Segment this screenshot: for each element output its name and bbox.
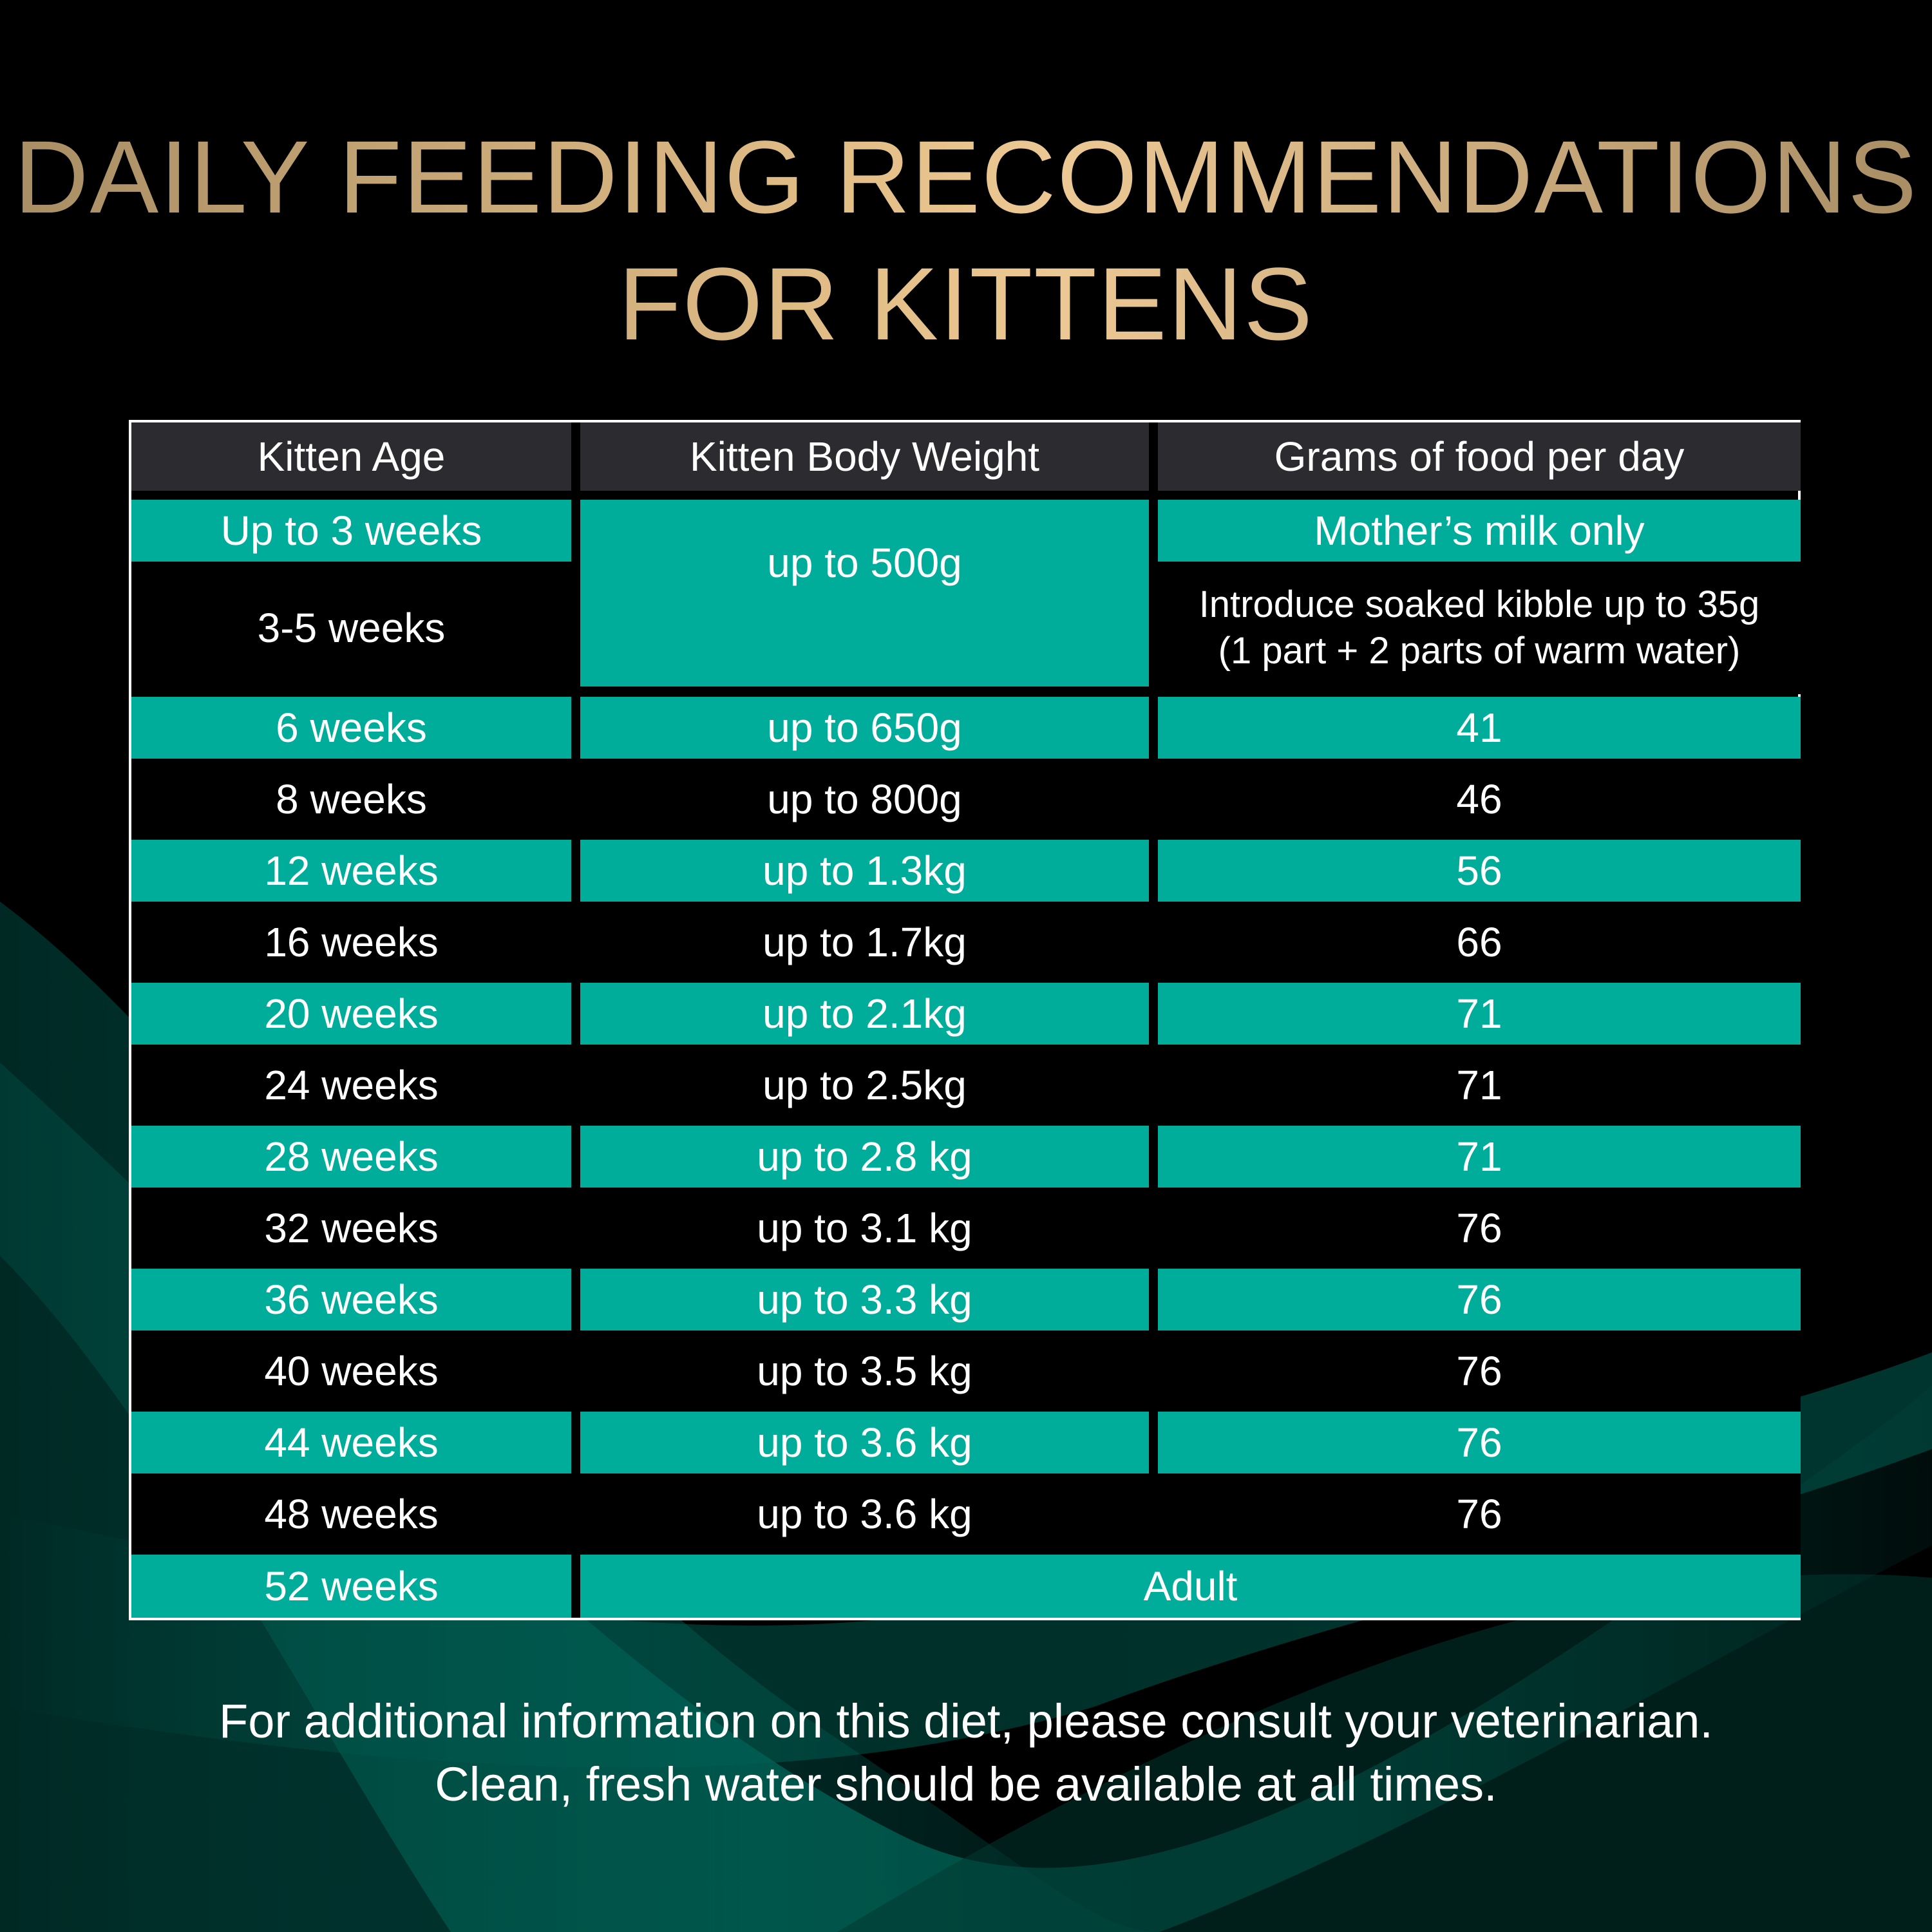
cell-grams-3-5-weeks: Introduce soaked kibble up to 35g (1 par… — [1158, 562, 1801, 694]
cell-weight-16-weeks: up to 1.7kg — [580, 902, 1149, 983]
cell-age-up-to-3-weeks: Up to 3 weeks — [131, 500, 571, 562]
cell-age-48-weeks: 48 weeks — [131, 1473, 571, 1555]
cell-grams-12-weeks: 56 — [1158, 840, 1801, 902]
cell-grams-16-weeks: 66 — [1158, 902, 1801, 983]
cell-adult: Adult — [580, 1555, 1801, 1618]
cell-weight-6-weeks: up to 650g — [580, 697, 1149, 759]
cell-grams-6-weeks: 41 — [1158, 697, 1801, 759]
cell-weight-24-weeks: up to 2.5kg — [580, 1045, 1149, 1126]
cell-grams-36-weeks: 76 — [1158, 1269, 1801, 1331]
cell-age-32-weeks: 32 weeks — [131, 1188, 571, 1269]
cell-age-12-weeks: 12 weeks — [131, 840, 571, 902]
page-title-line-2: FOR KITTENS — [0, 252, 1932, 355]
cell-weight-up-to-500g: up to 500g — [580, 500, 1149, 687]
cell-weight-48-weeks: up to 3.6 kg — [580, 1473, 1149, 1555]
table-header-grams: Grams of food per day — [1158, 422, 1801, 491]
cell-weight-32-weeks: up to 3.1 kg — [580, 1188, 1149, 1269]
cell-grams-48-weeks: 76 — [1158, 1473, 1801, 1555]
cell-age-40-weeks: 40 weeks — [131, 1331, 571, 1412]
cell-age-52-weeks: 52 weeks — [131, 1555, 571, 1618]
grams-3-5-weeks-line-1: Introduce soaked kibble up to 35g — [1198, 583, 1760, 625]
cell-weight-44-weeks: up to 3.6 kg — [580, 1412, 1149, 1473]
cell-age-8-weeks: 8 weeks — [131, 759, 571, 840]
cell-age-24-weeks: 24 weeks — [131, 1045, 571, 1126]
footer-note-line-1: For additional information on this diet,… — [219, 1694, 1713, 1748]
cell-age-3-5-weeks: 3-5 weeks — [131, 562, 571, 694]
cell-grams-24-weeks: 71 — [1158, 1045, 1801, 1126]
feeding-table: Kitten Age Kitten Body Weight Grams of f… — [129, 420, 1801, 1620]
table-header-age: Kitten Age — [131, 422, 571, 491]
cell-grams-32-weeks: 76 — [1158, 1188, 1801, 1269]
footer-note-line-2: Clean, fresh water should be available a… — [435, 1757, 1497, 1811]
table-header-weight: Kitten Body Weight — [580, 422, 1149, 491]
cell-grams-up-to-3-weeks: Mother’s milk only — [1158, 500, 1801, 562]
cell-weight-28-weeks: up to 2.8 kg — [580, 1126, 1149, 1188]
cell-weight-40-weeks: up to 3.5 kg — [580, 1331, 1149, 1412]
cell-age-36-weeks: 36 weeks — [131, 1269, 571, 1331]
cell-age-16-weeks: 16 weeks — [131, 902, 571, 983]
cell-grams-40-weeks: 76 — [1158, 1331, 1801, 1412]
cell-weight-36-weeks: up to 3.3 kg — [580, 1269, 1149, 1331]
cell-age-20-weeks: 20 weeks — [131, 983, 571, 1045]
cell-age-44-weeks: 44 weeks — [131, 1412, 571, 1473]
cell-grams-8-weeks: 46 — [1158, 759, 1801, 840]
cell-weight-20-weeks: up to 2.1kg — [580, 983, 1149, 1045]
cell-grams-20-weeks: 71 — [1158, 983, 1801, 1045]
cell-weight-12-weeks: up to 1.3kg — [580, 840, 1149, 902]
cell-grams-28-weeks: 71 — [1158, 1126, 1801, 1188]
grams-3-5-weeks-line-2: (1 part + 2 parts of warm water) — [1218, 630, 1741, 672]
cell-weight-8-weeks: up to 800g — [580, 759, 1149, 840]
cell-age-6-weeks: 6 weeks — [131, 697, 571, 759]
cell-age-28-weeks: 28 weeks — [131, 1126, 571, 1188]
cell-grams-44-weeks: 76 — [1158, 1412, 1801, 1473]
page-title-line-1: DAILY FEEDING RECOMMENDATIONS — [0, 126, 1932, 229]
